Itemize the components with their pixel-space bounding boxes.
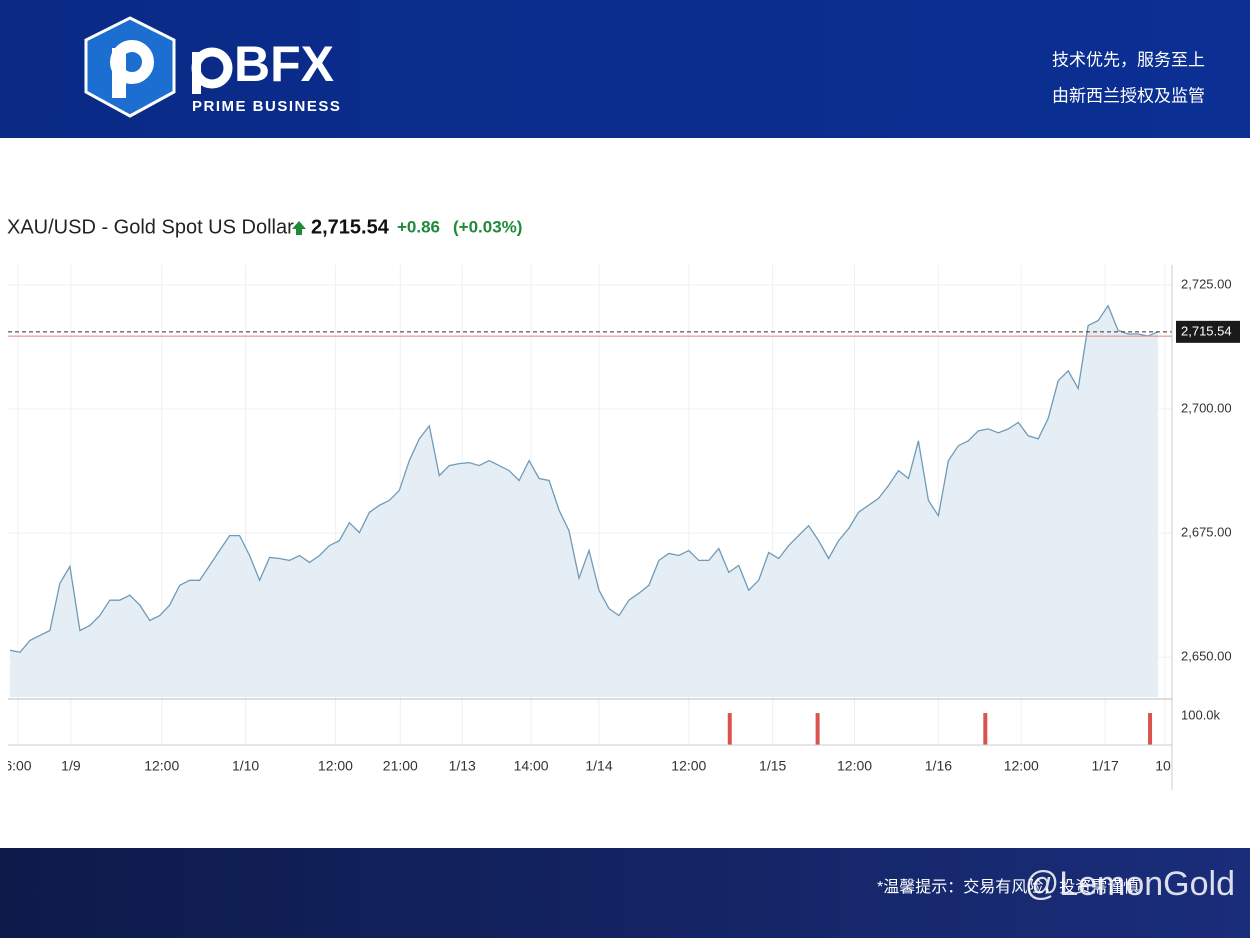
x-tick-label: 14:00 [514, 758, 549, 774]
volume-bar [983, 713, 988, 745]
brand-sub: PRIME BUSINESS [192, 98, 341, 115]
x-tick-label: 1/17 [1091, 758, 1118, 774]
plot: 6:00 1/9 12:00 1/10 12:00 21:00 1/13 14:00 1/14 1… [4, 265, 1174, 774]
y-tick-label: 2,650.00 [1181, 649, 1232, 664]
x-tick-label: 12:00 [318, 758, 353, 774]
brand: BFX [234, 36, 334, 92]
chart-title: XAU/USD - Gold Spot US Dollar [7, 216, 294, 238]
header-bar [0, 0, 1250, 138]
x-tick-label: 12:00 [671, 758, 706, 774]
change-pct: (+0.03%) [453, 217, 522, 236]
x-tick-label: 6:00 [4, 758, 31, 774]
slogan: 技术优先，服务至上 [1052, 50, 1205, 69]
x-tick-label: 12:00 [1004, 758, 1039, 774]
x-tick-label: 12:00 [144, 758, 179, 774]
x-tick-label: 12:00 [837, 758, 872, 774]
x-tick-label: 1/16 [925, 758, 952, 774]
y-tick-label: 2,700.00 [1181, 400, 1232, 415]
y-tick-label: 2,675.00 [1181, 525, 1232, 540]
price-line [9, 304, 1159, 654]
logo-p-bowl [110, 40, 154, 84]
brand-p-stem [192, 52, 201, 94]
up-arrow [292, 221, 306, 235]
y-tick-label: 2,725.00 [1181, 276, 1232, 291]
footer-bar [0, 848, 1250, 938]
area-fill [9, 305, 1159, 697]
watermark: @LemonGold [1025, 865, 1235, 903]
volume-bar [1148, 713, 1153, 745]
x-tick-label: 1/15 [759, 758, 786, 774]
price: 2,715.54 [311, 216, 390, 238]
x-tick-label: 1/10 [232, 758, 259, 774]
x-tick-label: 1/9 [61, 758, 81, 774]
slogan: 由新西兰授权及监管 [1052, 86, 1205, 105]
change: +0.86 [397, 217, 440, 236]
last-price-box [1176, 320, 1240, 343]
volume-bar [727, 713, 732, 745]
x-tick-label: 21:00 [383, 758, 418, 774]
axes: 2,650.00 2,675.00 2,700.00 2,725.00 2,715.54… [8, 265, 1240, 790]
x-tick-label: 1/13 [449, 758, 476, 774]
x-tick-label: 1/14 [585, 758, 612, 774]
footer-note: *温馨提示：交易有风险，投资需谨慎 [877, 878, 1139, 896]
y2-tick-label: 100.0k [1181, 707, 1221, 722]
last-price-label: 2,715.54 [1181, 323, 1232, 338]
logo-hex [84, 16, 176, 118]
volume-bar [815, 713, 820, 745]
x-tick-label: 10: [1155, 758, 1174, 774]
